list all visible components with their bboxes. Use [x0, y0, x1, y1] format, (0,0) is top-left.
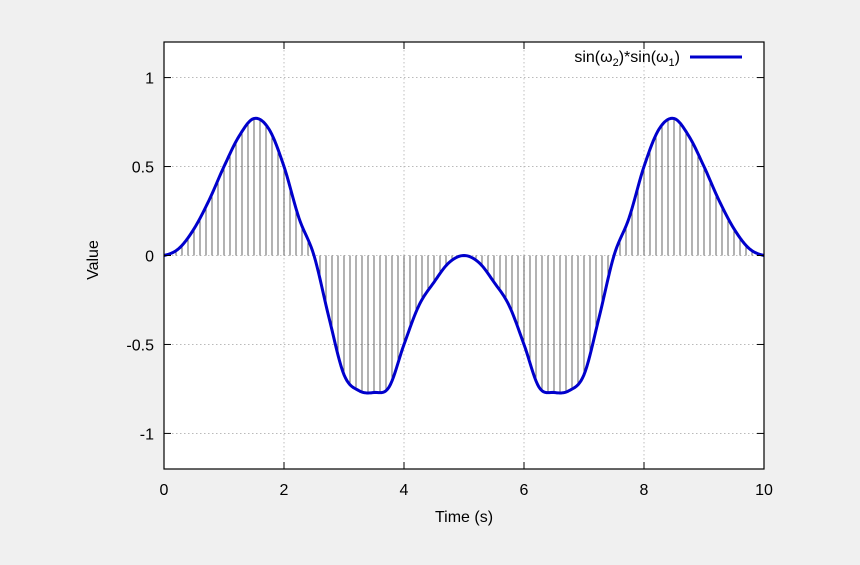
y-tick-label: 0.5: [132, 160, 154, 177]
x-axis-label: Time (s): [435, 509, 493, 526]
x-tick-label: 6: [520, 482, 529, 499]
x-tick-label: 0: [160, 482, 169, 499]
series-line: [163, 116, 765, 395]
x-tick-label: 4: [400, 482, 409, 499]
x-tick-label: 10: [755, 482, 773, 499]
y-tick-label: -1: [140, 426, 154, 443]
impulses: [169, 118, 759, 393]
legend: sin(ω2)*sin(ω1): [574, 49, 742, 69]
y-tick-label: 0: [145, 249, 154, 266]
y-tick-labels: -1 -0.5 0 0.5 1: [126, 71, 154, 444]
y-axis-label: Value: [85, 240, 102, 280]
series-lines: [163, 116, 765, 395]
x-tick-labels: 0 2 4 6 8 10: [160, 482, 773, 499]
y-tick-label: 1: [145, 71, 154, 88]
legend-text: sin(ω2)*sin(ω1): [574, 49, 680, 69]
ticks: [163, 42, 765, 469]
x-tick-label: 8: [640, 482, 649, 499]
y-tick-label: -0.5: [126, 337, 154, 354]
x-tick-label: 2: [280, 482, 289, 499]
